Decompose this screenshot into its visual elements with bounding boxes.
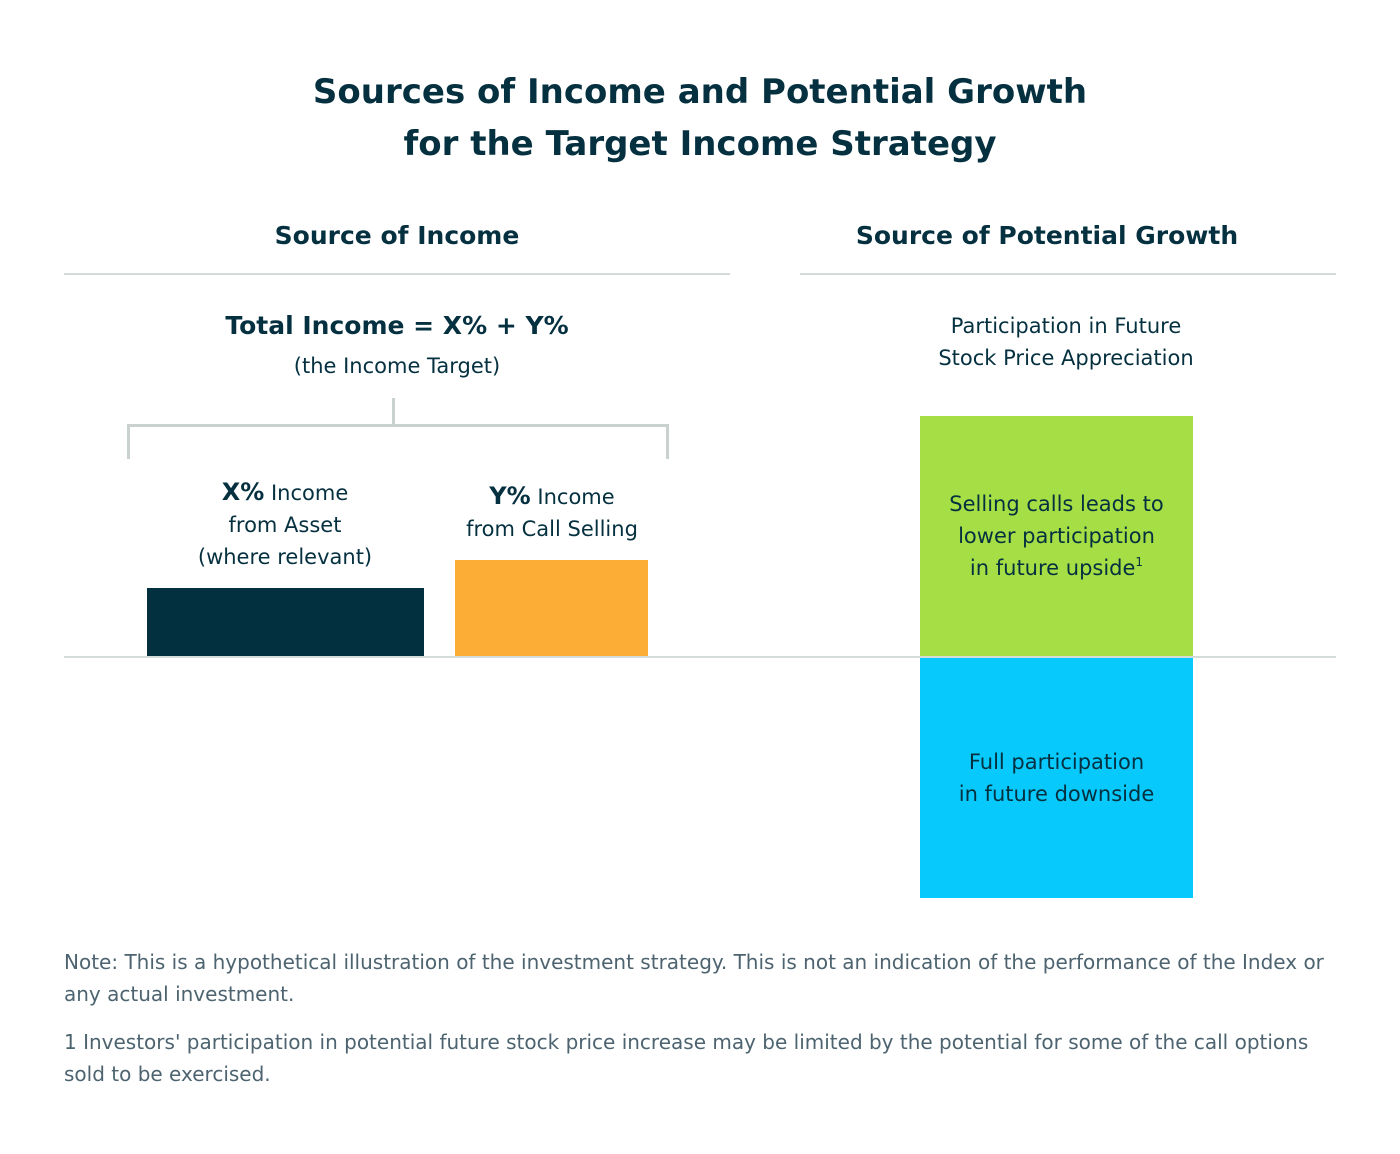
income-heading: Source of Income bbox=[274, 221, 520, 250]
upside-participation-text: Selling calls leads to lower participati… bbox=[949, 492, 1164, 580]
call-income-label: Y% Income from Call Selling bbox=[466, 482, 638, 541]
diagram-title: Sources of Income and Potential Growth f… bbox=[0, 66, 1400, 170]
disclaimer-note: Note: This is a hypothetical illustratio… bbox=[64, 950, 1324, 1006]
bracket-stem bbox=[392, 398, 395, 425]
asset-income-bar bbox=[147, 588, 424, 656]
downside-participation-text: Full participation in future downside bbox=[958, 750, 1155, 806]
footnote-1: 1 Investors' participation in potential … bbox=[64, 1030, 1309, 1086]
upside-participation-box bbox=[920, 416, 1193, 657]
total-income-formula: Total Income = X% + Y% bbox=[225, 311, 569, 340]
bracket bbox=[127, 424, 669, 459]
asset-income-label: X% Income from Asset (where relevant) bbox=[197, 478, 373, 569]
income-target-caption: (the Income Target) bbox=[293, 354, 501, 378]
growth-heading-rule bbox=[800, 273, 1336, 275]
baseline-rule bbox=[64, 656, 1336, 658]
growth-subheading: Participation in Future Stock Price Appr… bbox=[938, 314, 1194, 370]
footnote-ref: 1 bbox=[1135, 555, 1144, 569]
title-line-2: for the Target Income Strategy bbox=[403, 124, 997, 164]
call-income-pct: Y% bbox=[489, 482, 531, 510]
asset-income-pct: X% bbox=[221, 478, 265, 506]
income-heading-rule bbox=[64, 273, 730, 275]
call-income-bar bbox=[455, 560, 648, 656]
growth-heading: Source of Potential Growth bbox=[855, 221, 1239, 250]
downside-participation-box bbox=[920, 657, 1193, 898]
title-line-1: Sources of Income and Potential Growth bbox=[312, 72, 1088, 112]
